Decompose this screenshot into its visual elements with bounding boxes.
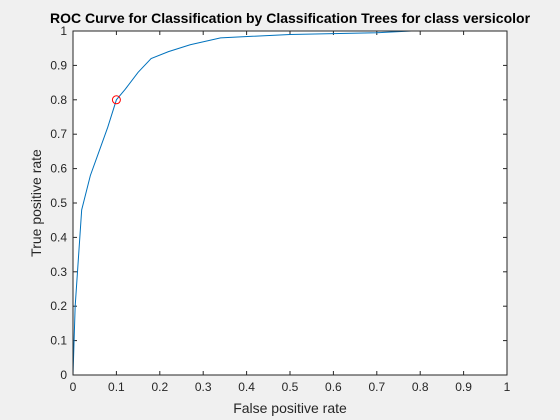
x-tick-label: 0.2 — [151, 380, 168, 394]
x-tick-label: 0.6 — [325, 380, 342, 394]
operating-point-marker — [111, 95, 121, 105]
y-tick-label: 0.9 — [50, 58, 67, 72]
x-tick-label: 0.9 — [455, 380, 472, 394]
y-tick-label: 0.6 — [50, 162, 67, 176]
plot-frame — [72, 30, 508, 376]
x-tick-label: 0.8 — [412, 380, 429, 394]
y-tick-label: 1 — [60, 24, 67, 38]
y-tick-label: 0.5 — [50, 196, 67, 210]
x-axis-ticks: 0 0.1 0.2 0.3 0.4 0.5 0.6 0.7 0.8 0.9 1 — [70, 31, 511, 394]
y-tick-label: 0.8 — [50, 93, 67, 107]
y-tick-label: 0.2 — [50, 299, 67, 313]
chart-title: ROC Curve for Classification by Classifi… — [50, 10, 531, 26]
plot-area — [73, 31, 507, 375]
x-axis-label: False positive rate — [233, 400, 347, 416]
x-tick-label: 1 — [504, 380, 511, 394]
y-tick-label: 0.7 — [50, 127, 67, 141]
x-tick-label: 0.3 — [195, 380, 212, 394]
roc-curve-line — [72, 30, 507, 376]
x-tick-label: 0.5 — [282, 380, 299, 394]
x-tick-label: 0.4 — [238, 380, 255, 394]
marker-layer — [111, 95, 121, 105]
x-tick-label: 0 — [70, 380, 77, 394]
y-tick-label: 0.1 — [50, 334, 67, 348]
y-tick-label: 0 — [60, 368, 67, 382]
x-tick-label: 0.7 — [368, 380, 385, 394]
y-tick-label: 0.3 — [50, 265, 67, 279]
y-axis-label: True positive rate — [28, 149, 44, 257]
series-layer — [72, 30, 507, 376]
x-tick-label: 0.1 — [108, 380, 125, 394]
y-tick-label: 0.4 — [50, 230, 67, 244]
